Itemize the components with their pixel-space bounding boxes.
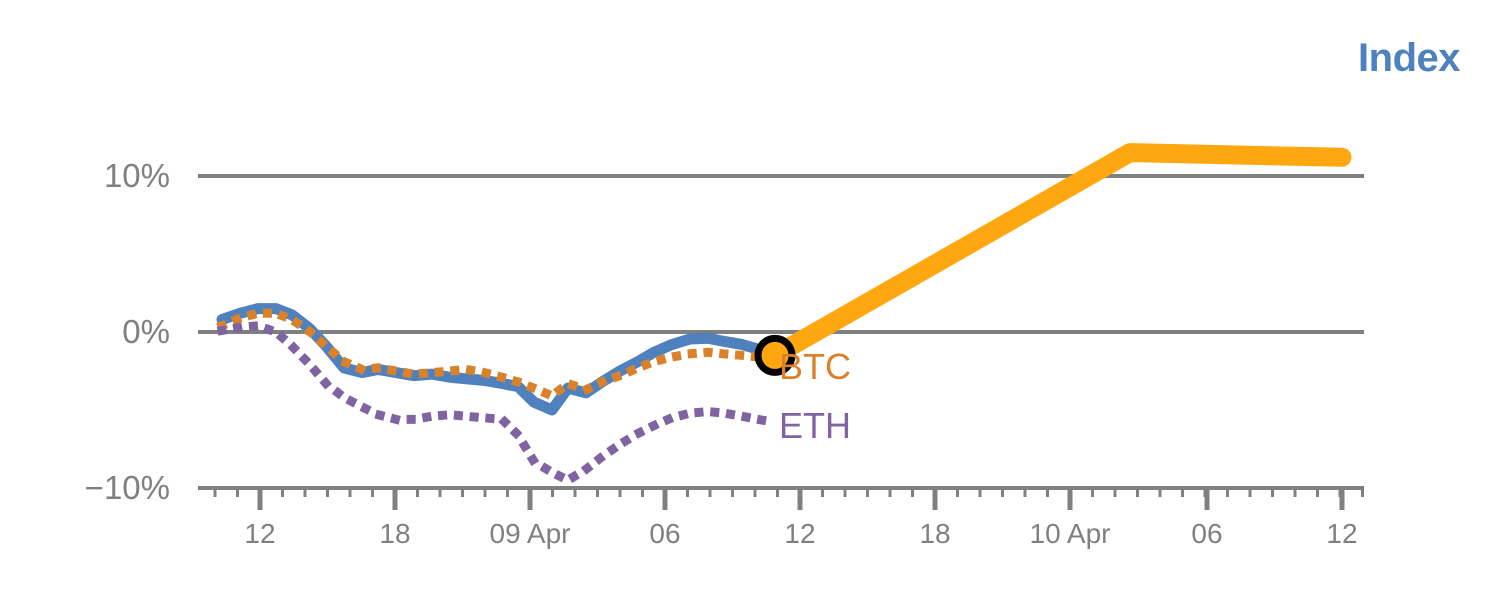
- major-ticks-group: [257, 488, 1345, 510]
- series-label-eth: ETH: [779, 405, 851, 447]
- x-axis-tick-label: 18: [919, 518, 951, 549]
- data-series-group: [216, 143, 1352, 485]
- current-point-marker[interactable]: [754, 334, 796, 376]
- page-title: Index: [1358, 36, 1460, 80]
- y-axis-tick-label: 0%: [122, 313, 170, 350]
- x-axis-tick-label: 10 Apr: [1029, 518, 1111, 549]
- current-point-marker-group[interactable]: [754, 334, 796, 376]
- series-label-btc: BTC: [779, 345, 851, 387]
- series-line-eth: [216, 321, 781, 485]
- x-axis-tick-label: 06: [1191, 518, 1223, 549]
- x-axis-tick-label: 06: [649, 518, 681, 549]
- series-line-btc: [216, 308, 780, 401]
- x-axis-tick-label: 18: [379, 518, 411, 549]
- x-axis-tick-label: 12: [244, 518, 276, 549]
- x-axis-tick-label: 09 Apr: [489, 518, 571, 549]
- series-line-index: [216, 303, 781, 416]
- x-axis-tick-label: 12: [784, 518, 816, 549]
- series-line-forecast: [765, 143, 1352, 365]
- x-axis-tick-label: 12: [1326, 518, 1358, 549]
- y-axis-tick-label: 10%: [103, 157, 170, 194]
- y-axis-tick-label: −10%: [84, 469, 170, 506]
- gridlines-group: [198, 174, 1364, 490]
